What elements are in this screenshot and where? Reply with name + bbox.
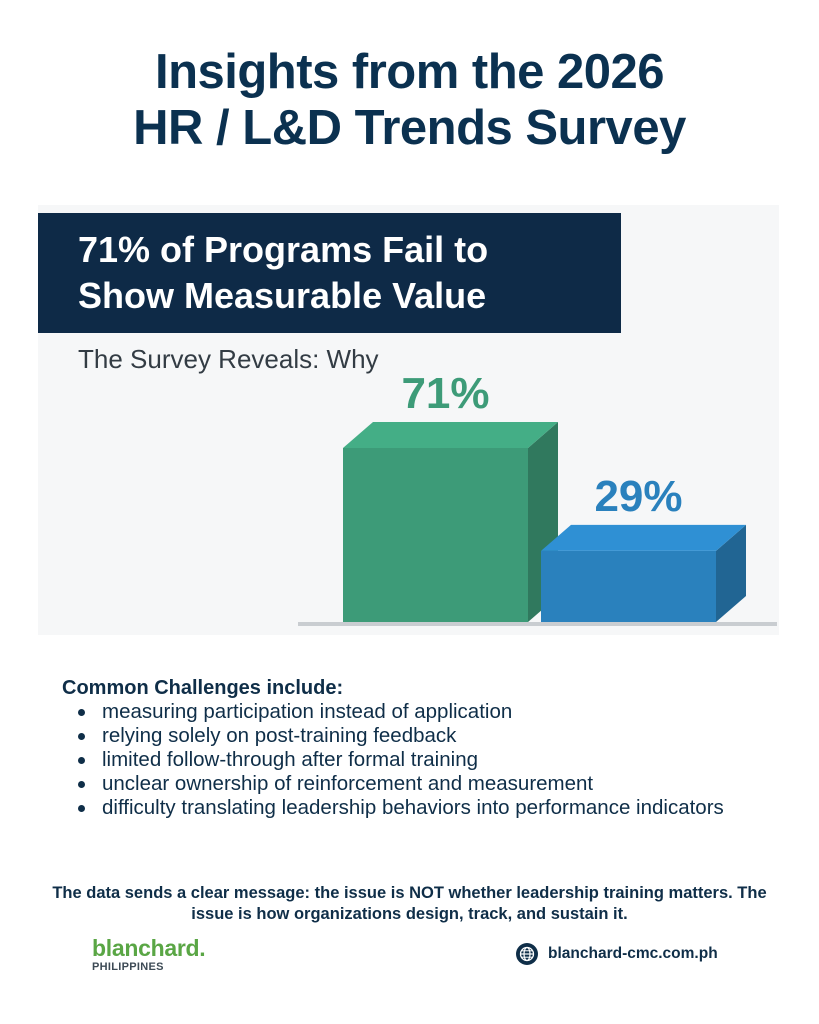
bar-front <box>541 550 716 622</box>
chart-subtitle: The Survey Reveals: Why <box>78 344 379 374</box>
bullet-icon <box>78 733 85 740</box>
list-item-text: unclear ownership of reinforcement and m… <box>102 772 594 795</box>
bar-front <box>343 448 528 622</box>
bar-top <box>541 524 746 551</box>
page-title: Insights from the 2026 HR / L&D Trends S… <box>0 44 819 156</box>
list-item: relying solely on post-training feedback <box>76 724 776 748</box>
list-item: unclear ownership of reinforcement and m… <box>76 772 776 796</box>
list-item: measuring participation instead of appli… <box>76 700 776 724</box>
bullet-icon <box>78 757 85 764</box>
bar-1 <box>343 422 558 622</box>
bullet-icon <box>78 709 85 716</box>
banner-line-1: 71% of Programs Fail to <box>78 229 489 270</box>
logo-subtext: PHILIPPINES <box>92 961 164 973</box>
bar-data-label: 29% <box>594 472 682 521</box>
list-item: limited follow-through after formal trai… <box>76 748 776 772</box>
list-item-text: measuring participation instead of appli… <box>102 700 513 723</box>
logo-wordmark: blanchard. <box>92 935 206 961</box>
bar-2 <box>541 524 746 622</box>
list-item-text: limited follow-through after formal trai… <box>102 748 478 771</box>
challenges-list: measuring participation instead of appli… <box>76 700 776 820</box>
website-url[interactable]: blanchard-cmc.com.ph <box>548 945 718 962</box>
website-link[interactable]: blanchard-cmc.com.ph <box>516 943 718 965</box>
list-item: difficulty translating leadership behavi… <box>76 796 776 820</box>
bar-side <box>716 524 746 622</box>
conclusion-text: The data sends a clear message: the issu… <box>52 884 767 923</box>
blanchard-logo: blanchard. PHILIPPINES <box>92 935 206 973</box>
chart-baseline <box>298 622 777 626</box>
page-title-line-1: Insights from the 2026 <box>154 45 665 99</box>
banner-line-2: Show Measurable Value <box>78 275 487 316</box>
challenges-heading: Common Challenges include: <box>62 677 344 699</box>
bullet-icon <box>78 805 85 812</box>
globe-icon <box>516 943 538 965</box>
bullet-icon <box>78 781 85 788</box>
headline-banner: 71% of Programs Fail to Show Measurable … <box>38 213 621 333</box>
bar-data-label: 71% <box>401 369 489 418</box>
page-title-line-2: HR / L&D Trends Survey <box>133 101 686 155</box>
list-item-text: difficulty translating leadership behavi… <box>102 796 724 819</box>
list-item-text: relying solely on post-training feedback <box>102 724 457 747</box>
bar-top <box>343 422 558 448</box>
